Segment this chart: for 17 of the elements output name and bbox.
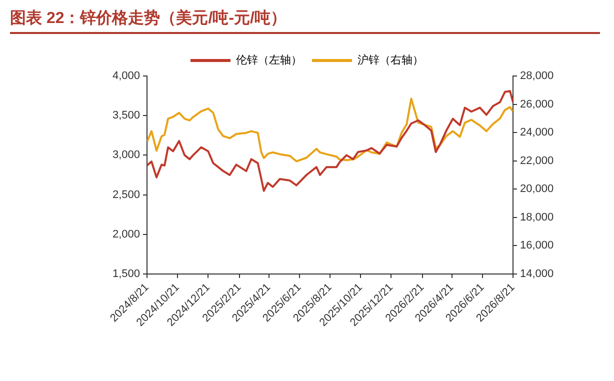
y-tick-label: 3,500 <box>112 110 140 122</box>
y2-tick-label: 22,000 <box>520 154 554 167</box>
y-tick-label: 2,000 <box>112 228 140 240</box>
y-tick-label: 4,000 <box>112 70 140 82</box>
chart-title: 图表 22：锌价格走势（美元/吨-元/吨） <box>10 8 600 34</box>
legend-label: 伦锌（左轴） <box>236 54 302 67</box>
legend-label: 沪锌（右轴） <box>358 54 424 67</box>
y-tick-label: 1,500 <box>112 268 140 280</box>
y2-tick-label: 16,000 <box>520 240 554 252</box>
y2-tick-label: 28,000 <box>520 70 554 82</box>
y2-tick-label: 20,000 <box>520 183 554 196</box>
y2-tick-label: 26,000 <box>520 98 554 110</box>
y2-tick-label: 24,000 <box>520 126 554 139</box>
y-tick-label: 3,000 <box>112 149 140 162</box>
y-tick-label: 2,500 <box>112 188 140 201</box>
y2-tick-label: 18,000 <box>520 211 554 224</box>
y2-tick-label: 14,000 <box>520 268 554 280</box>
